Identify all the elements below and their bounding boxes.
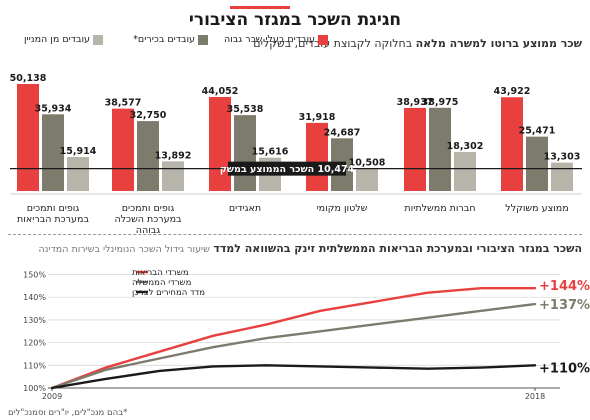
bar bbox=[137, 121, 159, 191]
average-wage-label-box bbox=[228, 161, 346, 176]
legend-label-regular: עובדים מן המניין bbox=[23, 34, 90, 45]
bar-value-label: 38,577 bbox=[105, 98, 142, 109]
bar-chart: 43,922 25,471 13,303 ממוצע משוקלל 38,93738,9… bbox=[10, 73, 582, 235]
bar-value-label: 24,687 bbox=[324, 127, 361, 138]
line-chart-heading-rest: שיעור גידול השכר הנומינלי בשירות המדינה bbox=[38, 244, 210, 255]
y-tick-label: 110% bbox=[23, 361, 46, 370]
bar-value-label: 38,975 bbox=[422, 97, 459, 108]
bar-value-label: 15,914 bbox=[60, 146, 97, 157]
category-label: חברות ממשלתיות bbox=[404, 203, 475, 214]
bar-chart-heading-bold: שכר ממוצע ברוטו למשרה מלאה bbox=[415, 37, 582, 50]
line-legend-label: מדד המחירים לצרכן bbox=[132, 288, 205, 298]
y-tick-label: 120% bbox=[23, 339, 46, 348]
bar-value-label: 13,303 bbox=[544, 152, 581, 163]
bar bbox=[526, 136, 548, 191]
bar-value-label: 50,138 bbox=[10, 73, 47, 84]
bar bbox=[429, 107, 451, 191]
y-tick-label: 150% bbox=[23, 271, 46, 280]
bar-legend: עובדים בעלי שכר גבוה עובדים בכירים* עובד… bbox=[8, 34, 328, 48]
legend-item-senior: עובדים בכירים* bbox=[133, 34, 208, 45]
bar-chart-heading-rest: בחלוקה לקבוצת עובדים, בשקלים bbox=[253, 37, 413, 50]
bar bbox=[162, 161, 184, 191]
section-divider bbox=[8, 234, 582, 235]
bar bbox=[404, 107, 426, 191]
category-label: גופים ותמכים bbox=[122, 203, 175, 214]
y-tick-label: 140% bbox=[23, 293, 46, 302]
bar-chart-heading: שכר ממוצע ברוטו למשרה מלאה בחלוקה לקבוצת… bbox=[253, 37, 582, 50]
y-tick-label: 130% bbox=[23, 316, 46, 325]
legend-item-high-earners: עובדים בעלי שכר גבוה bbox=[224, 34, 328, 45]
category-label: ממוצע משוקלל bbox=[505, 203, 568, 214]
bar-value-label: 10,508 bbox=[349, 158, 386, 169]
bar-value-label: 13,892 bbox=[155, 150, 192, 161]
average-wage-label: 10,474 השכר הממוצע במשק bbox=[220, 164, 355, 175]
line-chart-heading: השכר במגזר הציבורי ובמערכת הבריאות הממשל… bbox=[38, 242, 582, 255]
series-line bbox=[50, 286, 537, 390]
bar-value-label: 35,538 bbox=[227, 104, 264, 115]
bar-value-label: 15,616 bbox=[252, 147, 289, 158]
category-label: גופים ותמכים bbox=[27, 203, 80, 214]
bar-value-label: 44,052 bbox=[202, 86, 239, 97]
x-tick-label: 2009 bbox=[42, 392, 62, 401]
bar-value-label: 35,934 bbox=[35, 103, 72, 114]
main-title: חגיגת השכר במגזר הציבורי bbox=[188, 10, 402, 30]
category-label: גבוהה bbox=[136, 225, 160, 235]
x-tick-label: 2018 bbox=[525, 392, 545, 401]
bar-value-label: 31,918 bbox=[299, 112, 336, 123]
bar-value-label: 38,937 bbox=[397, 97, 434, 108]
line-chart: 100% 110% 120% 130% 140% 150% 2009 2018 +144% +13… bbox=[23, 268, 590, 401]
category-label: במערכת השכלה bbox=[114, 214, 182, 225]
line-chart-heading-bold: השכר במגזר הציבורי ובמערכת הבריאות הממשל… bbox=[213, 242, 582, 255]
legend-swatch-olive bbox=[198, 34, 208, 45]
line-legend-label: משרדי הממשלה bbox=[132, 278, 191, 288]
category-label: תאגידים bbox=[229, 203, 261, 214]
title-accent bbox=[230, 6, 290, 9]
category-label: שלטון מקומי bbox=[317, 203, 368, 214]
series-end-label: +110% bbox=[539, 361, 590, 376]
series-end-label: +144% bbox=[539, 279, 590, 294]
legend-label-high-earners: עובדים בעלי שכר גבוה bbox=[224, 34, 315, 45]
bar-value-label: 32,750 bbox=[130, 110, 167, 121]
bar bbox=[501, 97, 523, 191]
bar bbox=[356, 168, 378, 191]
legend-label-senior: עובדים בכירים* bbox=[133, 34, 195, 45]
bar bbox=[17, 83, 39, 191]
series-line bbox=[50, 302, 537, 390]
legend-item-regular: עובדים מן המניין bbox=[24, 34, 103, 45]
bar bbox=[551, 162, 573, 191]
bar-value-label: 43,922 bbox=[494, 86, 531, 97]
legend-swatch-red bbox=[318, 34, 328, 45]
line-legend-label: משרדי הבריאות bbox=[132, 268, 189, 278]
legend-swatch-light bbox=[93, 34, 103, 45]
footnote: *בהם מנכ"לים, יו"רים וסמנכ"לים bbox=[8, 408, 128, 418]
bar-value-label: 25,471 bbox=[519, 126, 556, 137]
series-line bbox=[50, 364, 537, 390]
bar bbox=[67, 157, 89, 191]
bar bbox=[209, 96, 231, 191]
series-end-label: +137% bbox=[539, 298, 590, 313]
bar bbox=[112, 108, 134, 191]
y-tick-label: 100% bbox=[23, 384, 46, 393]
bar-value-label: 18,302 bbox=[447, 141, 484, 152]
title-bar: חגיגת השכר במגזר הציבורי bbox=[0, 4, 590, 32]
bar bbox=[42, 114, 64, 191]
bar bbox=[454, 151, 476, 191]
category-label: במערכת הבריאות bbox=[17, 214, 89, 225]
